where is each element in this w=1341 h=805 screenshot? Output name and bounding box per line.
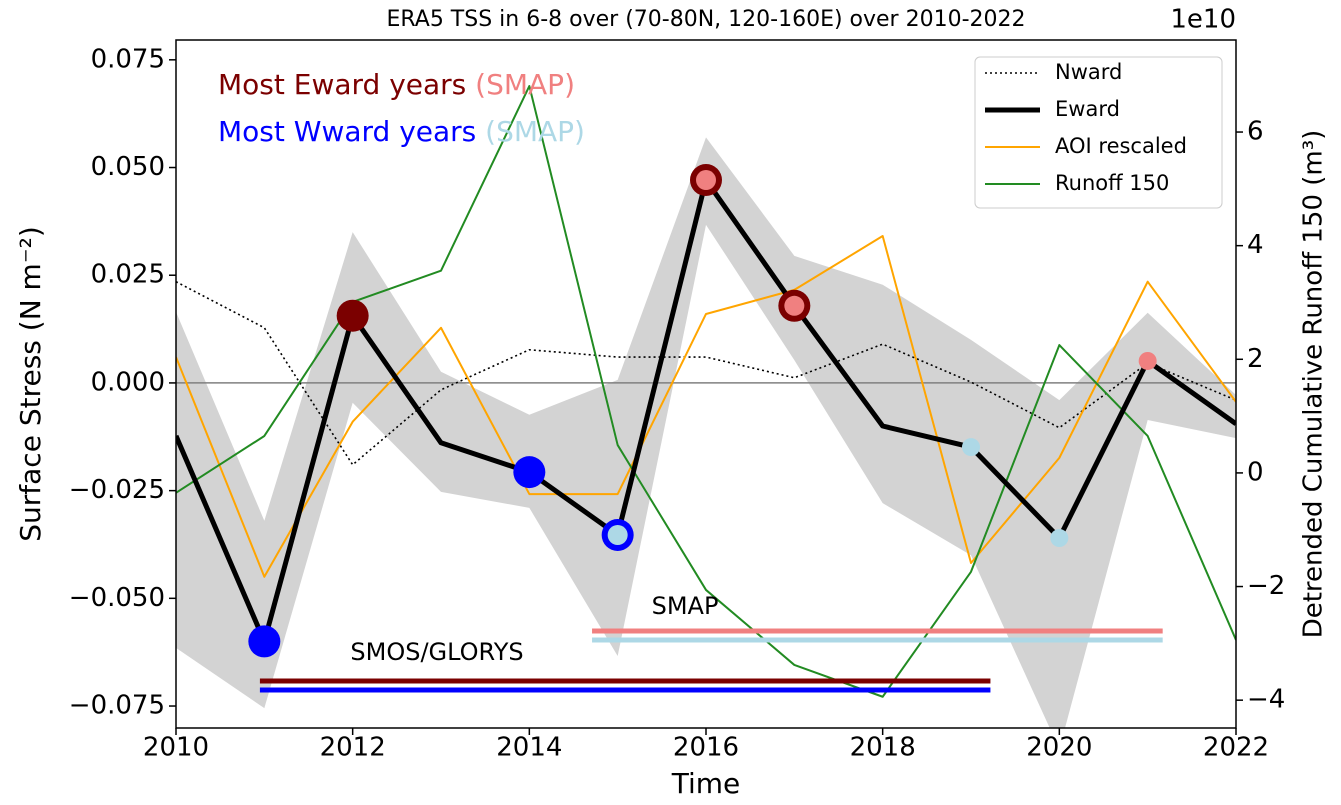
annotation: Most Wward years (SMAP) [218,115,585,148]
y2-tick-label: 6 [1247,117,1264,147]
x-tick-label: 2012 [320,733,386,763]
x-tick-label: 2016 [673,733,739,763]
x-tick-label: 2018 [850,733,916,763]
x-tick-label: 2014 [496,733,562,763]
y-tick-label: −0.050 [69,583,165,613]
legend-label: AOI rescaled [1055,134,1187,158]
series-line [176,235,1236,578]
wward-marker [248,625,281,658]
smap-eward-marker [784,295,805,316]
period-label: SMAP [652,592,719,620]
y-axis-label: Surface Stress (N m⁻²) [14,226,47,542]
y2-tick-label: 4 [1247,230,1264,260]
smap-eward-marker [696,170,716,191]
x-tick-label: 2020 [1026,733,1092,763]
chart-title: ERA5 TSS in 6-8 over (70-80N, 120-160E) … [386,7,1025,32]
annotation: Most Eward years (SMAP) [218,68,575,101]
y-tick-label: 0.075 [91,44,165,74]
x-tick-label: 2022 [1203,733,1269,763]
y-tick-label: 0.025 [91,260,165,290]
legend: Nward Eward AOI rescaled Runoff 150 [974,56,1223,209]
annotation-text: Most Wward years [218,115,476,148]
std-band [176,137,1236,728]
y-tick-label: −0.025 [69,475,165,505]
x-tick-label: 2010 [143,733,209,763]
legend-label: Eward [1055,97,1120,121]
y2-axis-label: Detrended Cumulative Runoff 150 (m³) [1299,130,1329,639]
period-label: SMOS/GLORYS [350,638,523,666]
y2-tick-label: 0 [1247,457,1264,487]
legend-label: Runoff 150 [1055,171,1169,195]
smap-wward-marker [962,438,980,457]
y2-tick-label: 2 [1247,344,1264,374]
legend-box [974,56,1223,209]
wward-marker [513,456,546,489]
annotation-smap: (SMAP) [485,115,585,148]
smap-wward-marker [607,524,628,545]
annotation-text: Most Eward years [218,68,466,101]
smap-wward-marker [1050,529,1069,548]
y2-tick-label: −2 [1247,571,1285,601]
legend-label: Nward [1055,60,1122,84]
y-tick-label: 0.000 [91,367,165,397]
x-axis-label: Time [671,767,741,800]
smap-eward-marker [1138,351,1157,370]
y2-tick-label: −4 [1247,685,1285,715]
y-tick-label: −0.075 [69,691,165,721]
y-tick-label: 0.050 [91,152,165,182]
offset-label: 1e10 [1170,5,1236,35]
eward-marker [336,299,369,332]
annotation-smap: (SMAP) [475,68,575,101]
